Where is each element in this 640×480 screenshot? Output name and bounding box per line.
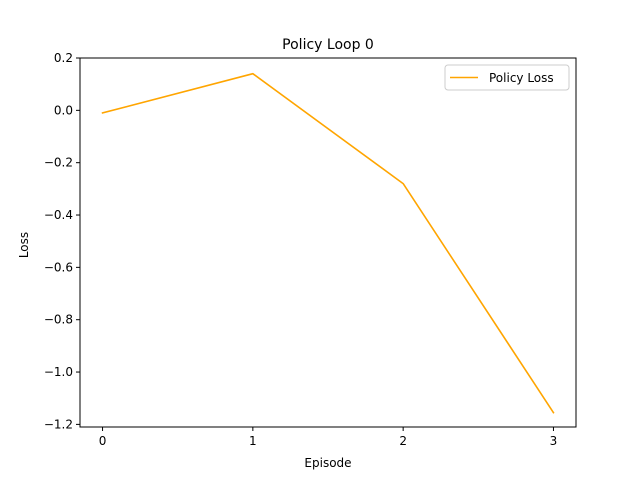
plot-area: 0 1 2 3 0.2 0.0 −0.2 −0.4 −0.6 −0.8 −1.0 −1.2 Policy…	[44, 51, 577, 448]
y-tick-label: −0.6	[44, 260, 73, 274]
y-tick-label: −0.2	[44, 156, 73, 170]
y-tick-label: −1.2	[44, 417, 73, 431]
series-line-0	[101, 72, 555, 414]
legend-box	[444, 64, 570, 91]
x-tick-label: 0	[99, 434, 107, 448]
y-tick-label: 0.2	[54, 51, 73, 65]
chart-title: Policy Loop 0	[282, 37, 374, 53]
plot-frame	[79, 57, 577, 428]
y-tick-label: −0.4	[44, 208, 73, 222]
x-tick-label: 1	[249, 434, 257, 448]
y-tick-label: 0.0	[54, 103, 73, 117]
x-tick-label: 3	[550, 434, 558, 448]
y-tick-label: −1.0	[44, 365, 73, 379]
legend-label: Policy Loss	[489, 71, 554, 85]
x-axis-label: Episode	[304, 456, 351, 470]
x-tick-label: 2	[399, 434, 407, 448]
y-axis-label: Loss	[17, 232, 31, 258]
y-tick-label: −0.8	[44, 313, 73, 327]
